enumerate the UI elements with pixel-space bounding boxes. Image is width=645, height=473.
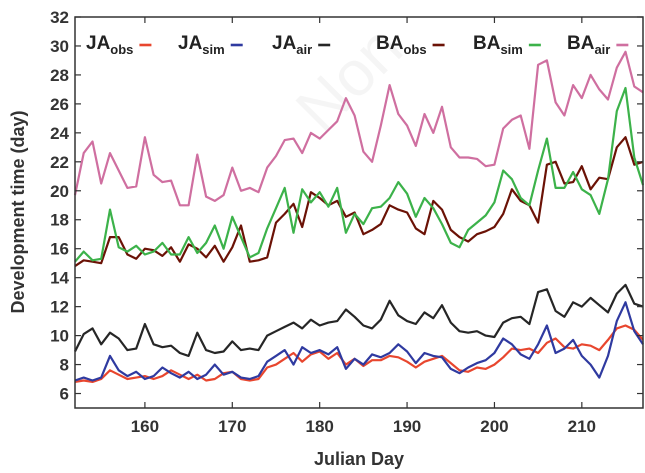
y-tick-label: 14	[50, 269, 69, 288]
y-tick-label: 12	[50, 298, 69, 317]
legend-label-ja-obs: JAobs	[86, 33, 133, 57]
series-line-ba-sim	[74, 86, 645, 263]
series-line-ja-obs	[74, 324, 644, 383]
y-axis: 6 8 10 12 14 16 18 20 22 24 26 28 30 32	[50, 8, 643, 404]
y-tick-label: 24	[50, 124, 69, 143]
x-axis-title: Julian Day	[314, 449, 404, 469]
y-tick-label: 16	[50, 240, 69, 259]
x-tick-label: 180	[305, 417, 333, 436]
y-tick-label: 10	[50, 327, 69, 346]
series-line-ja-air	[74, 283, 644, 357]
y-tick-label: 20	[50, 182, 69, 201]
y-tick-label: 30	[50, 37, 69, 56]
x-tick-label: 190	[393, 417, 421, 436]
y-axis-title: Development time (day)	[8, 110, 28, 313]
x-axis: 160 170 180 190 200 210	[131, 17, 596, 436]
legend-label-ba-obs: BAobs	[376, 33, 427, 57]
y-tick-label: 32	[50, 8, 69, 27]
series-line-ja-sim	[74, 301, 644, 382]
y-tick-label: 28	[50, 66, 69, 85]
x-tick-label: 170	[218, 417, 246, 436]
plot-frame	[74, 16, 644, 409]
y-tick-label: 8	[60, 356, 69, 375]
x-tick-label: 160	[131, 417, 159, 436]
series-line-ba-air	[73, 50, 644, 207]
series-line-ba-obs	[74, 136, 644, 268]
y-tick-label: 26	[50, 95, 69, 114]
legend-label-ja-sim: JAsim	[178, 33, 225, 57]
legend-label-ja-air: JAair	[272, 33, 312, 57]
x-tick-label: 210	[568, 417, 596, 436]
legend-label-ba-sim: BAsim	[473, 33, 523, 57]
watermark: Non	[282, 11, 416, 145]
y-tick-label: 6	[60, 385, 69, 404]
y-tick-label: 22	[50, 153, 69, 172]
legend-label-ba-air: BAair	[567, 33, 610, 57]
x-tick-label: 200	[480, 417, 508, 436]
y-tick-label: 18	[50, 211, 69, 230]
plot-lines	[73, 50, 645, 383]
